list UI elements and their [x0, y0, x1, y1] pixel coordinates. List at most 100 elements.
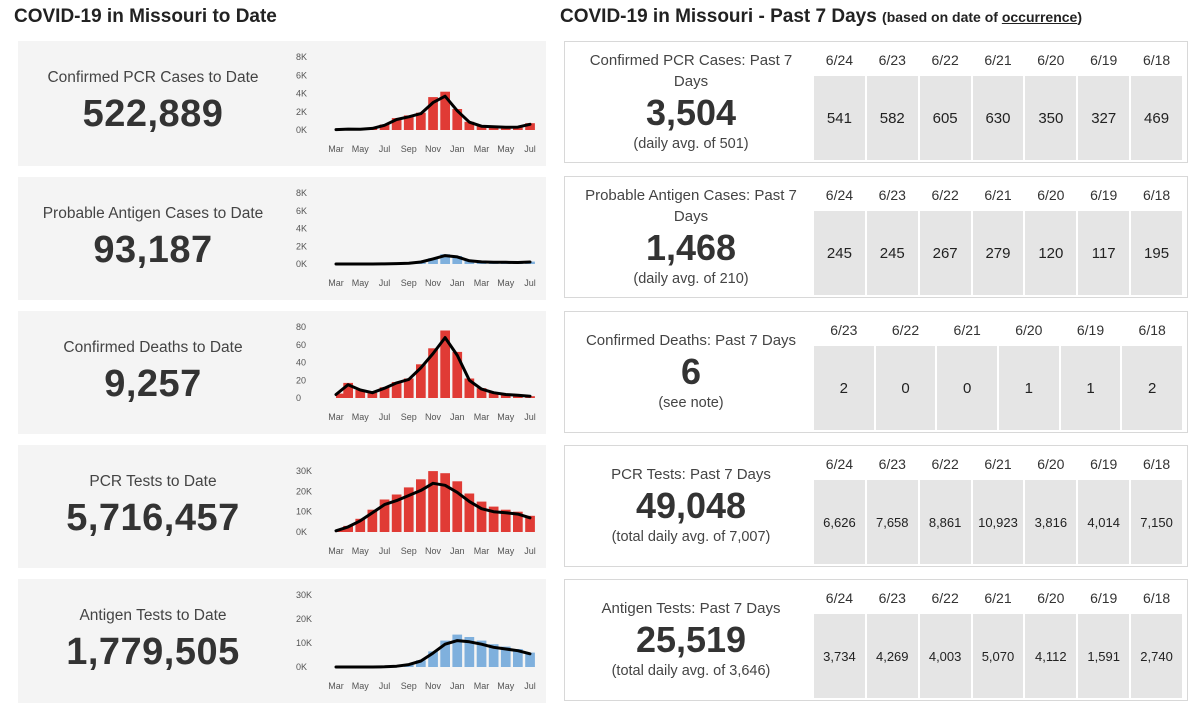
y-tick-label: 20K [296, 614, 312, 624]
bar [476, 640, 487, 667]
day-value[interactable]: 120 [1025, 211, 1077, 295]
card-value: 25,519 [635, 619, 747, 660]
x-tick-label: Jan [450, 278, 465, 288]
day-date: 6/24 [825, 590, 854, 606]
card-label: Probable Antigen Cases: Past 7 Days [585, 187, 797, 225]
occurrence-link[interactable]: occurrence [1001, 9, 1078, 25]
day-value[interactable]: 7,150 [1131, 480, 1182, 564]
day-value[interactable]: 0 [937, 346, 997, 430]
day-value[interactable]: 541 [814, 76, 865, 160]
day-column: 6/18 2,740 [1130, 580, 1183, 700]
day-value[interactable]: 6,626 [814, 480, 865, 564]
bar [355, 390, 366, 398]
day-value[interactable]: 8,861 [919, 480, 971, 564]
day-date: 6/21 [953, 322, 981, 338]
day-value[interactable]: 5,070 [972, 614, 1024, 698]
day-value[interactable]: 469 [1131, 76, 1182, 160]
bar [488, 126, 499, 130]
day-column: 6/21 0 [936, 312, 998, 432]
bar [525, 652, 535, 667]
day-value[interactable]: 4,112 [1025, 614, 1077, 698]
day-value[interactable]: 0 [875, 346, 936, 430]
x-tick-label: Jul [524, 412, 536, 422]
day-column: 6/21 279 [972, 177, 1025, 297]
x-tick-label: Jul [379, 546, 391, 556]
card-antigen-cases-past-7: Probable Antigen Cases: Past 7 Days 1,46… [564, 176, 1188, 298]
day-column: 6/21 10,923 [972, 446, 1025, 566]
x-tick-label: Jul [379, 681, 391, 691]
day-column: 6/19 327 [1077, 42, 1130, 162]
card-value: 9,257 [104, 363, 202, 405]
day-date: 6/22 [891, 322, 920, 338]
bar [379, 499, 390, 532]
day-value[interactable]: 4,269 [866, 614, 918, 698]
day-column: 6/18 469 [1130, 42, 1183, 162]
x-tick-label: Jan [450, 681, 465, 691]
day-value[interactable]: 2 [1122, 346, 1182, 430]
day-date: 6/24 [825, 187, 854, 203]
day-value[interactable]: 7,658 [866, 480, 918, 564]
y-tick-label: 6K [296, 70, 307, 80]
bar [416, 479, 426, 532]
y-tick-label: 0K [296, 527, 307, 537]
antigen-cases-chart[interactable]: 0K 2K 4K 6K 8K Mar May Jul Sep Nov Jan Mar May Jul [288, 177, 546, 300]
bar [452, 351, 463, 398]
day-value[interactable]: 350 [1025, 76, 1077, 160]
card-value: 5,716,457 [66, 497, 240, 539]
moving-average-line [334, 481, 532, 533]
day-value[interactable]: 1,591 [1078, 614, 1130, 698]
bar [379, 387, 390, 398]
x-tick-label: Mar [474, 681, 490, 691]
day-value[interactable]: 1 [1060, 346, 1121, 430]
day-value[interactable]: 3,734 [814, 614, 865, 698]
card-value: 93,187 [93, 229, 213, 271]
bar [343, 382, 353, 398]
day-value[interactable]: 3,816 [1025, 480, 1077, 564]
bar [391, 118, 402, 130]
bar [452, 634, 463, 667]
day-value[interactable]: 630 [972, 76, 1024, 160]
pcr-cases-chart[interactable]: 0K 2K 4K 6K 8K Mar May Jul Sep Nov Jan Mar May Jul [288, 41, 546, 166]
y-tick-label: 10K [296, 638, 312, 648]
bar [343, 525, 353, 532]
day-value[interactable]: 582 [866, 76, 918, 160]
day-value[interactable]: 1 [999, 346, 1059, 430]
bar [452, 481, 463, 532]
right-title: COVID-19 in Missouri - Past 7 Days (base… [560, 6, 1082, 28]
day-value[interactable]: 2,740 [1131, 614, 1182, 698]
card-value: 1,779,505 [66, 631, 240, 673]
deaths-chart[interactable]: 0 20 40 60 80 Mar May Jul Sep Nov Jan Mar May Jul [288, 311, 546, 434]
y-tick-label: 60 [296, 340, 306, 350]
day-value[interactable]: 245 [866, 211, 918, 295]
day-column: 6/21 630 [972, 42, 1025, 162]
day-value[interactable]: 267 [919, 211, 971, 295]
bar [416, 112, 426, 130]
day-value[interactable]: 327 [1078, 76, 1130, 160]
antigen-tests-chart[interactable]: 0K 10K 20K 30K Mar May Jul Sep Nov Jan Mar May Jul [288, 579, 546, 703]
day-value[interactable]: 195 [1131, 211, 1182, 295]
y-tick-label: 80 [296, 322, 306, 332]
day-value[interactable]: 2 [814, 346, 874, 430]
card-antigen-tests-past-7: Antigen Tests: Past 7 Days 25,519 (total… [564, 579, 1188, 701]
day-column: 6/24 6,626 [813, 446, 866, 566]
day-column: 6/22 0 [875, 312, 937, 432]
y-tick-label: 30K [296, 590, 312, 600]
day-value[interactable]: 117 [1078, 211, 1130, 295]
day-value[interactable]: 10,923 [972, 480, 1024, 564]
x-tick-label: Mar [328, 546, 344, 556]
bar [416, 660, 426, 667]
day-date: 6/24 [825, 456, 854, 472]
x-tick-label: Jul [524, 546, 536, 556]
day-value[interactable]: 245 [814, 211, 865, 295]
day-value[interactable]: 279 [972, 211, 1024, 295]
bar [452, 109, 463, 130]
moving-average-line [334, 336, 532, 398]
card-subtext: (total daily avg. of 3,646) [611, 663, 771, 679]
pcr-tests-chart[interactable]: 0K 10K 20K 30K Mar May Jul Sep Nov Jan Mar May Jul [288, 445, 546, 568]
day-column: 6/23 2 [813, 312, 875, 432]
x-tick-label: Nov [425, 681, 442, 691]
day-value[interactable]: 4,003 [919, 614, 971, 698]
bar [452, 256, 463, 264]
day-value[interactable]: 4,014 [1078, 480, 1130, 564]
day-value[interactable]: 605 [919, 76, 971, 160]
